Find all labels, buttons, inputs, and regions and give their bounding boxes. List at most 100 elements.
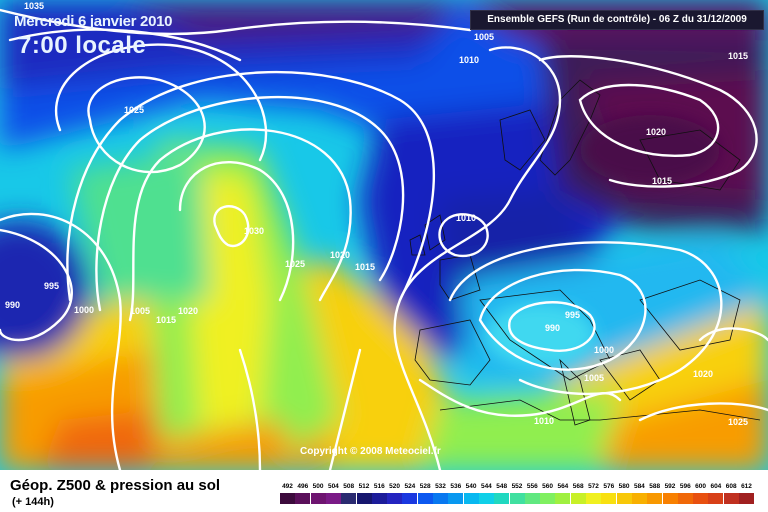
legend-swatch	[524, 493, 540, 504]
isobar-label: 995	[565, 310, 580, 320]
legend-value: 596	[679, 483, 691, 490]
legend-swatch	[371, 493, 387, 504]
legend-swatch	[417, 493, 433, 504]
legend-swatch	[494, 493, 510, 504]
isobar-label: 1010	[456, 213, 476, 223]
legend-value: 580	[618, 483, 630, 490]
isobars	[0, 8, 768, 470]
legend-value: 588	[649, 483, 661, 490]
isobar-label: 1005	[130, 306, 150, 316]
chart-title: Géop. Z500 & pression au sol	[10, 477, 221, 494]
legend-swatch	[433, 493, 448, 504]
legend-swatch	[677, 493, 693, 504]
legend-value: 536	[450, 483, 462, 490]
footer-bar: Géop. Z500 & pression au sol (+ 144h) 49…	[0, 470, 768, 512]
isobar-label: 1025	[728, 417, 748, 427]
legend-swatch	[616, 493, 632, 504]
legend-swatch	[739, 493, 754, 504]
legend-value: 496	[297, 483, 309, 490]
isobar-label: 1010	[459, 55, 479, 65]
legend-value: 528	[419, 483, 431, 490]
legend-swatch	[325, 493, 341, 504]
isobar-label: 1020	[646, 127, 666, 137]
legend-value: 520	[389, 483, 401, 490]
legend-swatch	[402, 493, 418, 504]
legend-swatch	[356, 493, 372, 504]
legend-value: 560	[542, 483, 554, 490]
legend-swatch	[723, 493, 739, 504]
forecast-time: 7:00 locale	[18, 32, 147, 59]
legend-swatch	[509, 493, 525, 504]
legend-value: 592	[664, 483, 676, 490]
legend-swatch	[448, 493, 464, 504]
legend-swatch	[540, 493, 556, 504]
isobar-label: 1030	[244, 226, 264, 236]
legend-swatch	[601, 493, 617, 504]
weather-map: 1035 1005 1010 1015 1025 1020 1015 1010 …	[0, 0, 768, 470]
legend-swatch	[586, 493, 601, 504]
geopotential-field	[0, 0, 768, 470]
legend-swatch	[463, 493, 479, 504]
legend-value: 500	[312, 483, 324, 490]
legend-value: 576	[603, 483, 615, 490]
legend-value: 508	[343, 483, 355, 490]
legend-value: 548	[496, 483, 508, 490]
legend-swatch	[280, 493, 295, 504]
legend-value: 612	[741, 483, 752, 490]
isobar-label: 1015	[156, 315, 176, 325]
legend-swatch	[693, 493, 709, 504]
isobar-label: 1010	[534, 416, 554, 426]
isobar-label: 995	[44, 281, 59, 291]
isobar-label: 990	[5, 300, 20, 310]
legend-value: 604	[710, 483, 722, 490]
isobar-label: 1000	[594, 345, 614, 355]
forecast-date: Mercredi 6 janvier 2010	[14, 13, 173, 30]
isobar-label: 1025	[124, 105, 144, 115]
legend-swatch	[310, 493, 326, 504]
legend-swatch	[341, 493, 357, 504]
legend-value: 492	[282, 483, 293, 490]
lead-time: (+ 144h)	[12, 496, 54, 508]
model-run-box: Ensemble GEFS (Run de contrôle) - 06 Z d…	[470, 10, 764, 30]
legend-value: 600	[695, 483, 707, 490]
legend-value: 556	[526, 483, 538, 490]
coastlines	[409, 79, 761, 426]
isobar-label: 1015	[652, 176, 672, 186]
legend-value: 532	[435, 483, 446, 490]
legend-value: 564	[557, 483, 569, 490]
isobar-label: 1020	[330, 250, 350, 260]
legend-value: 608	[725, 483, 737, 490]
legend-swatch	[478, 493, 494, 504]
isobar-labels: 1035 1005 1010 1015 1025 1020 1015 1010 …	[5, 1, 748, 427]
legend-swatch	[647, 493, 663, 504]
isobar-label: 1015	[728, 51, 748, 61]
isobar-label: 1000	[74, 305, 94, 315]
legend-swatch	[387, 493, 403, 504]
legend-value: 540	[465, 483, 477, 490]
isobar-label: 1020	[693, 369, 713, 379]
legend-swatch	[295, 493, 311, 504]
isobar-label: 1015	[355, 262, 375, 272]
legend-swatch	[708, 493, 724, 504]
isobar-label: 1005	[584, 373, 604, 383]
legend-swatch	[555, 493, 571, 504]
legend-value: 504	[327, 483, 339, 490]
legend-value: 544	[480, 483, 492, 490]
isobar-label: 1005	[474, 32, 494, 42]
isobar-label: 990	[545, 323, 560, 333]
isobar-label: 1020	[178, 306, 198, 316]
legend-value: 512	[358, 483, 370, 490]
legend-value: 552	[511, 483, 523, 490]
legend-swatch	[570, 493, 586, 504]
legend-swatch	[662, 493, 678, 504]
legend-value: 516	[373, 483, 385, 490]
legend-swatch	[631, 493, 647, 504]
legend-value: 568	[572, 483, 584, 490]
isobar-label: 1025	[285, 259, 305, 269]
legend-value: 584	[633, 483, 645, 490]
legend-value: 524	[404, 483, 416, 490]
legend-value: 572	[588, 483, 599, 490]
copyright-notice: Copyright © 2008 Meteociel.fr	[300, 446, 441, 457]
isobar-label: 1035	[24, 1, 44, 11]
